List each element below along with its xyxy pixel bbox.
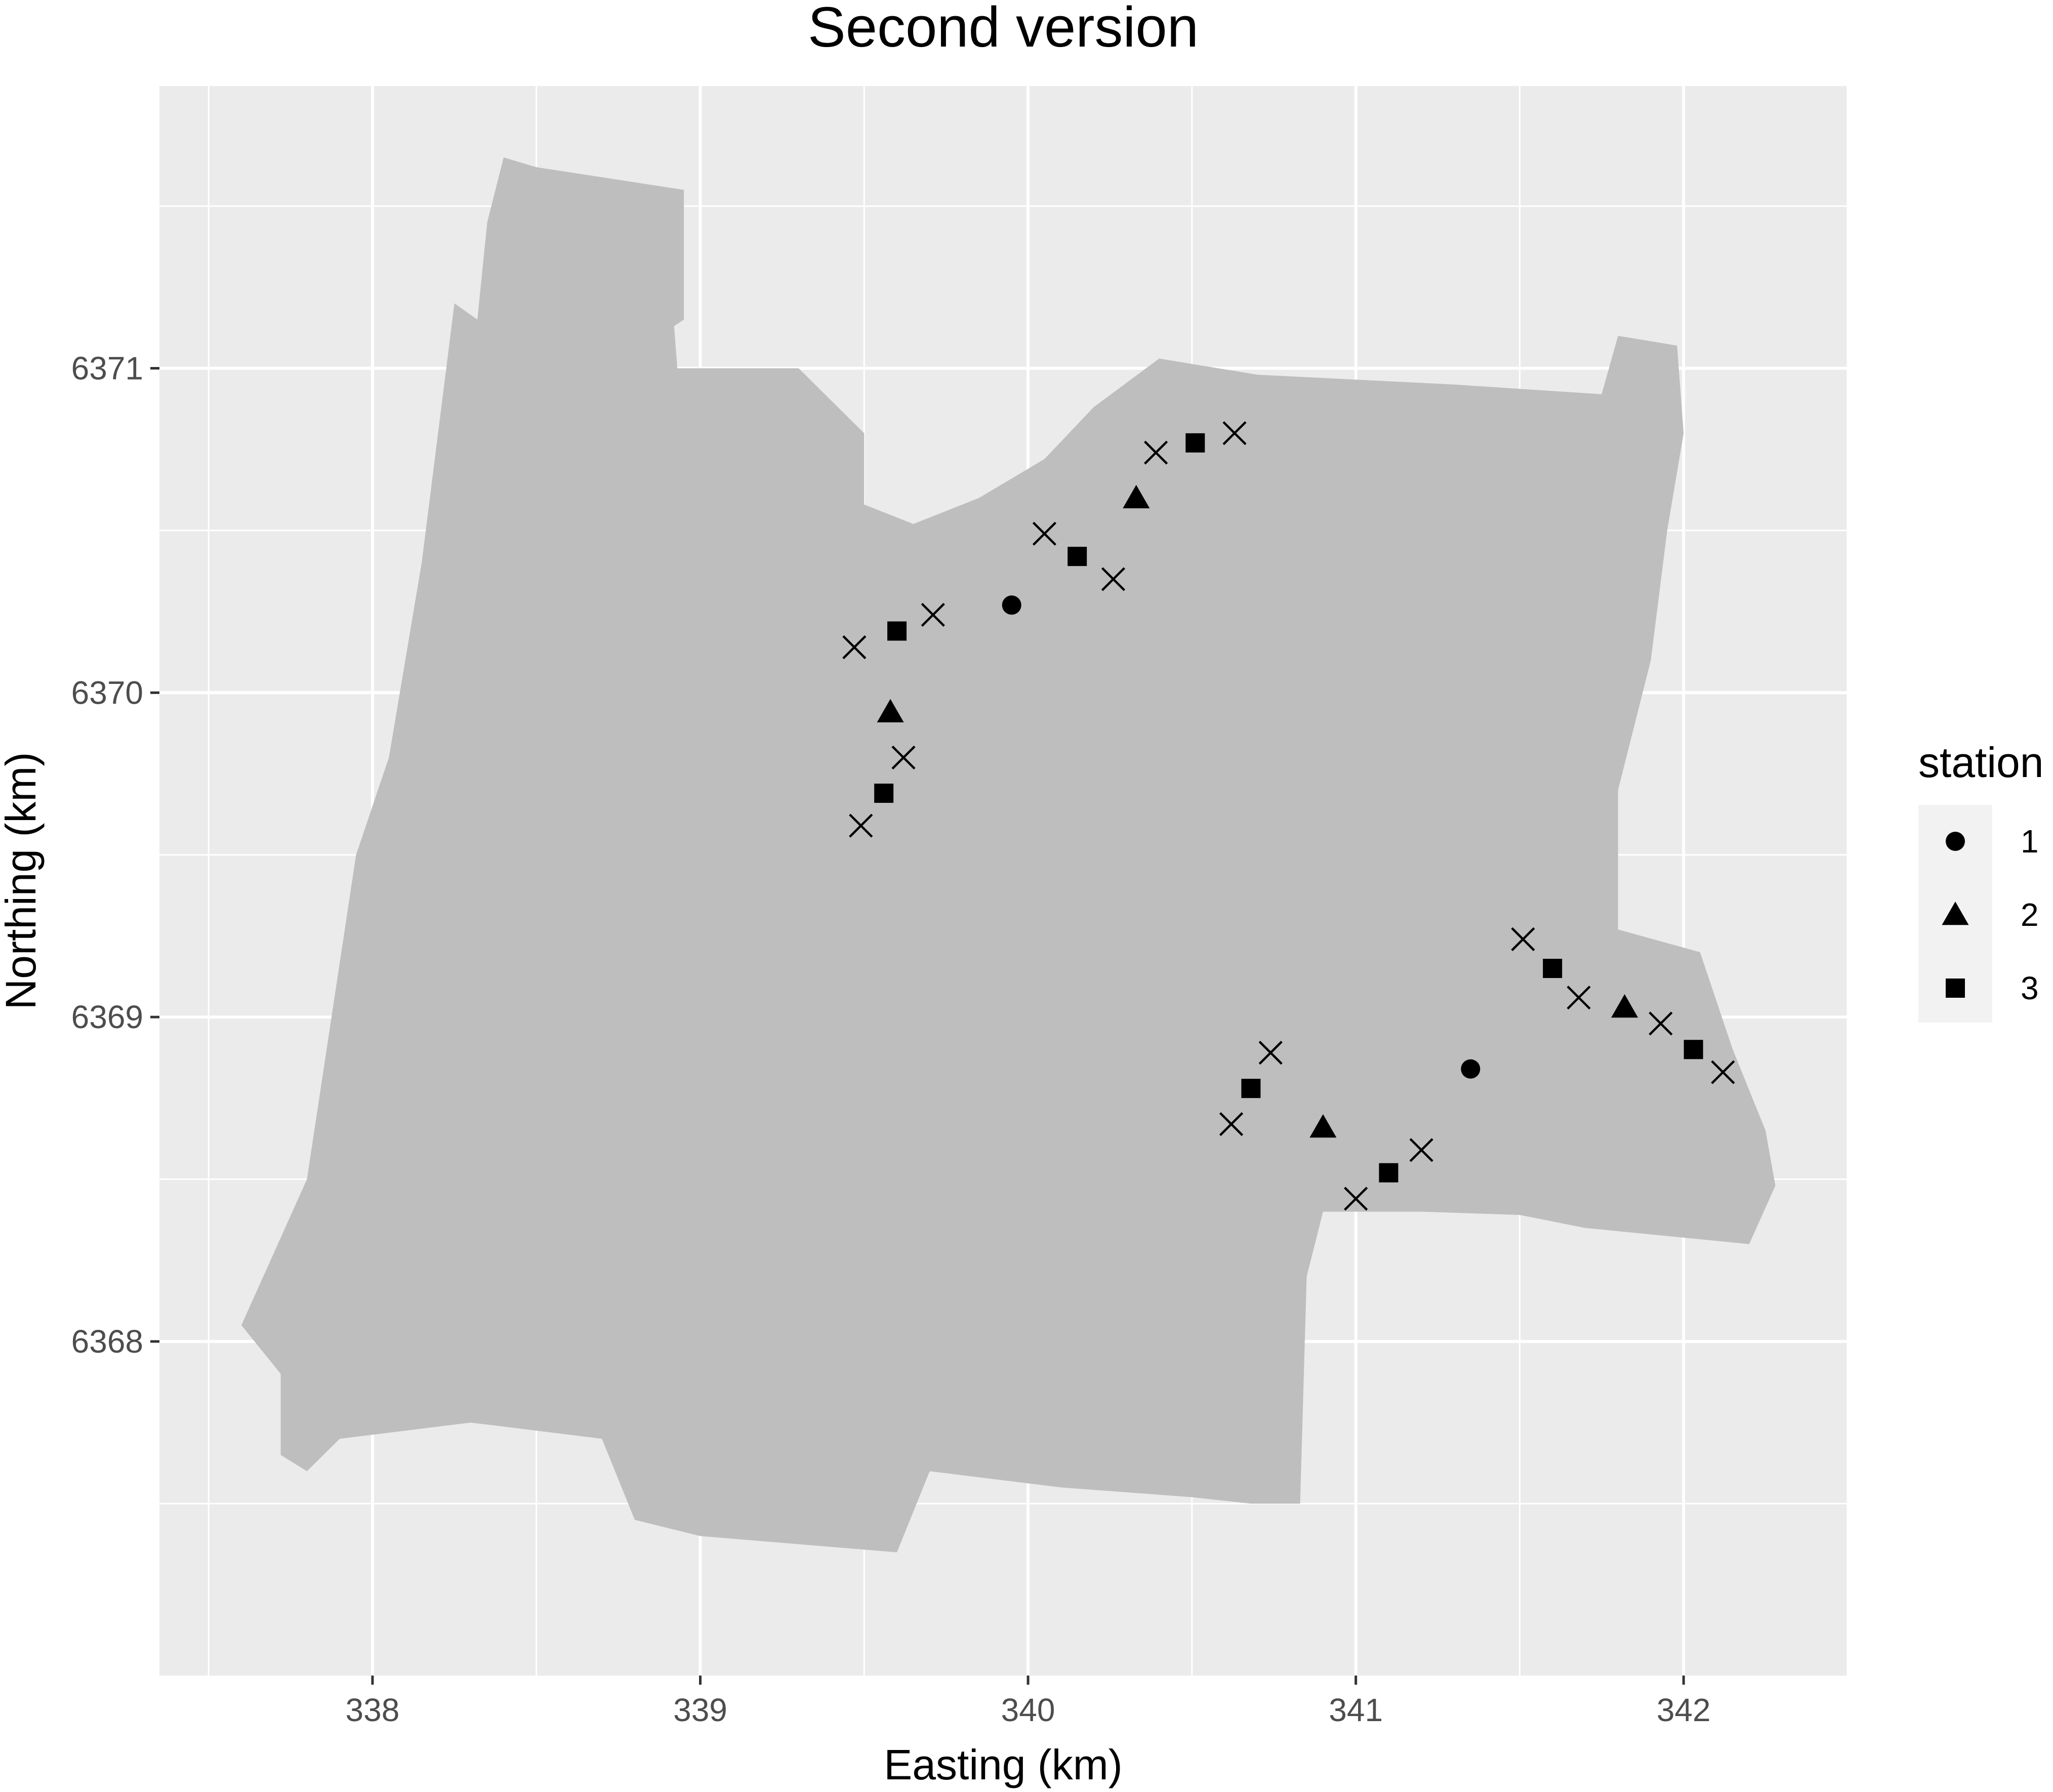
- points-layer: [842, 421, 1735, 1211]
- point-square-4: [1241, 1079, 1261, 1098]
- point-square-5: [1379, 1163, 1399, 1183]
- point-cross-15: [1711, 1060, 1735, 1084]
- point-square-1: [1067, 547, 1087, 566]
- y-tick-label-1: 6369: [71, 999, 143, 1035]
- legend-label-3: 3: [2021, 970, 2039, 1006]
- point-square-2: [1185, 433, 1205, 453]
- x-tick-label-1: 339: [673, 1692, 727, 1728]
- point-square-3: [874, 783, 894, 803]
- x-tick-label-2: 340: [1001, 1692, 1055, 1728]
- y-tick-label-3: 6371: [71, 350, 143, 387]
- y-axis-title: Northing (km): [0, 752, 45, 1010]
- point-circle-0: [1002, 595, 1021, 615]
- point-cross-1: [921, 602, 945, 627]
- point-cross-2: [891, 745, 916, 770]
- point-cross-6: [1144, 440, 1168, 465]
- legend-label-2: 2: [2021, 897, 2039, 933]
- legend-key-circle: [1946, 832, 1965, 851]
- legend-key-square: [1946, 979, 1965, 998]
- point-cross-3: [849, 813, 873, 838]
- point-cross-10: [1344, 1187, 1368, 1211]
- point-square-0: [887, 621, 907, 641]
- axes-layer: 338 339 340 341 342 6368 6369 6370 6371: [71, 350, 1711, 1728]
- legend: station 1 2 3: [1918, 739, 2044, 1023]
- point-cross-14: [1649, 1011, 1673, 1036]
- point-cross-9: [1258, 1041, 1283, 1065]
- point-triangle-3: [1611, 994, 1638, 1018]
- y-tick-label-2: 6370: [71, 674, 143, 711]
- x-axis-title: Easting (km): [884, 1741, 1122, 1788]
- point-cross-7: [1222, 421, 1247, 445]
- point-cross-0: [842, 635, 867, 660]
- point-cross-5: [1101, 567, 1126, 591]
- point-cross-11: [1409, 1138, 1433, 1162]
- point-cross-8: [1219, 1112, 1244, 1136]
- point-triangle-1: [1123, 484, 1150, 509]
- region-layer: [241, 157, 1776, 1553]
- point-cross-12: [1511, 927, 1535, 951]
- legend-label-1: 1: [2021, 823, 2039, 860]
- x-tick-label-3: 341: [1329, 1692, 1383, 1728]
- study-region: [241, 157, 1776, 1553]
- chart-title: Second version: [808, 0, 1199, 59]
- point-triangle-2: [1309, 1114, 1337, 1138]
- point-square-7: [1684, 1040, 1703, 1060]
- y-tick-label-0: 6368: [71, 1323, 143, 1360]
- legend-entries: 1 2 3: [1942, 823, 2039, 1006]
- point-cross-13: [1567, 986, 1591, 1010]
- x-tick-label-4: 342: [1657, 1692, 1711, 1728]
- point-square-6: [1543, 959, 1563, 979]
- legend-title: station: [1918, 739, 2044, 786]
- point-triangle-0: [877, 699, 904, 723]
- point-circle-1: [1461, 1059, 1481, 1079]
- point-cross-4: [1032, 521, 1057, 546]
- x-tick-label-0: 338: [346, 1692, 400, 1728]
- legend-key-triangle: [1942, 902, 1969, 925]
